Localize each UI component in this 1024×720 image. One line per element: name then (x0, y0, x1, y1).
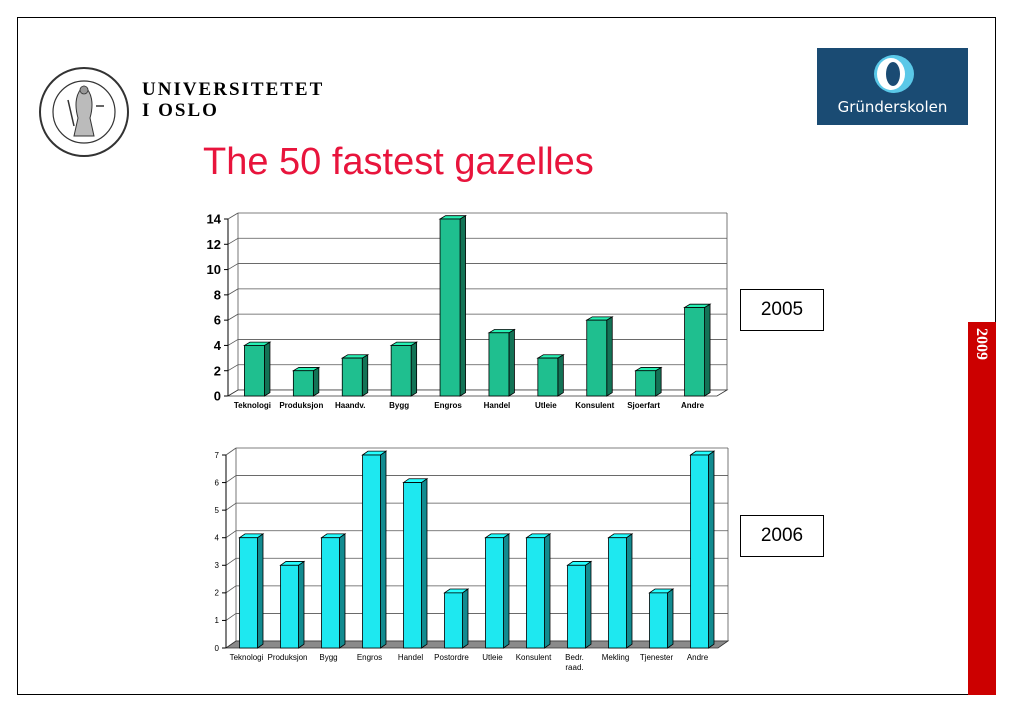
y-tick-label: 7 (215, 451, 220, 460)
gridline-side (225, 447, 237, 456)
x-tick-label: Mekling (602, 653, 630, 662)
chart-2005: 0 2 4 6 8 10 12 14 Teknologi Produksjon Haandv. Byg… (207, 212, 729, 410)
x-tick-label: Teknologi (234, 401, 271, 410)
gridline-side (225, 475, 237, 483)
x-tick-label: Utleie (482, 653, 503, 662)
x-tick-label: Engros (357, 653, 382, 662)
bar-handel (402, 477, 429, 649)
y-tick-label: 10 (207, 262, 221, 277)
y-tick-label: 3 (215, 561, 220, 570)
side-year-bar: 2009 (968, 322, 996, 695)
y-tick-label: 0 (215, 644, 220, 653)
x-tick-label: Andre (681, 401, 705, 410)
bar-handel (487, 328, 516, 397)
gridline-side (227, 212, 239, 220)
x-tick-label: Handel (484, 401, 511, 410)
grunderskolen-mark-icon (874, 55, 914, 93)
bar-sjoerfart (634, 366, 663, 397)
x-tick-label: Produksjon (279, 401, 323, 410)
x-tick-label: Haandv. (335, 401, 366, 410)
bar-teknologi (238, 533, 265, 649)
bar-bygg (320, 533, 347, 649)
page-title: The 50 fastest gazelles (203, 141, 594, 183)
x-tick-label: Produksjon (267, 653, 307, 662)
university-name-line1: UNIVERSITETET (142, 79, 325, 100)
x-tick-label: Bygg (389, 401, 409, 410)
y-tick-label: 6 (214, 313, 221, 328)
bar-tjenester (648, 588, 675, 649)
gridline-side (227, 364, 239, 372)
chart-floor (224, 640, 730, 649)
gridline-side (225, 530, 237, 539)
y-tick-label: 6 (215, 478, 220, 487)
year-label-2006: 2006 (740, 515, 824, 557)
gridline-side (225, 557, 237, 566)
grunderskolen-logo-text: Gründerskolen (837, 98, 948, 116)
university-seal-icon (39, 67, 129, 157)
x-tick-label: Postordre (434, 653, 469, 662)
y-tick-label: 12 (207, 237, 221, 252)
bar-bedr-raad (566, 560, 593, 649)
x-tick-label: Konsulent (575, 401, 614, 410)
bar-postordre (443, 588, 470, 649)
x-tick-label: Konsulent (516, 653, 552, 662)
university-name-line2: I OSLO (142, 100, 219, 121)
grunderskolen-logo: Gründerskolen (817, 48, 968, 125)
bar-mekling (607, 533, 634, 649)
x-tick-label: Andre (687, 653, 709, 662)
x-tick-label: Tjenester (640, 653, 674, 662)
university-name: UNIVERSITETET I OSLO (142, 79, 324, 121)
x-tick-label: Engros (434, 401, 462, 410)
bar-konsulent (525, 533, 552, 649)
year-label-2005: 2005 (740, 289, 824, 331)
bar-produksjon (279, 560, 306, 649)
side-year-label: 2009 (973, 328, 990, 360)
y-tick-label: 5 (215, 506, 220, 515)
bar-produksjon (291, 366, 321, 397)
bar-andre (689, 450, 716, 649)
y-tick-label: 8 (214, 287, 221, 302)
x-tick-label: Bedr. raad. (565, 653, 584, 672)
gridline-side (227, 237, 239, 245)
gridline-side (225, 585, 237, 594)
y-tick-label: 14 (207, 212, 222, 227)
y-tick-label: 1 (215, 616, 220, 625)
y-tick-label: 4 (214, 338, 222, 353)
bar-andre (683, 303, 712, 397)
gridline-side (225, 502, 237, 511)
bar-teknologi (243, 341, 272, 397)
y-tick-label: 4 (215, 534, 220, 543)
x-tick-label: Handel (398, 653, 424, 662)
bar-haandv (340, 354, 370, 397)
x-tick-label: Bygg (319, 653, 337, 662)
gridline-side (227, 288, 239, 296)
bar-utleie (484, 533, 511, 649)
bar-utleie (536, 354, 565, 397)
bar-konsulent (585, 316, 614, 397)
y-tick-label: 2 (215, 589, 220, 598)
gridline-side (225, 613, 237, 621)
x-tick-label: Teknologi (230, 653, 264, 662)
chart-2006: 0 1 2 3 4 5 6 7 Teknologi Produksjon Bygg Engros Han… (215, 447, 730, 672)
gridline-side (227, 339, 239, 346)
y-tick-label: 2 (214, 363, 221, 378)
y-tick-label: 0 (214, 389, 221, 404)
x-tick-label: Utleie (535, 401, 557, 410)
x-tick-label: Sjoerfart (627, 401, 660, 410)
bar-bygg (389, 341, 419, 397)
bar-engros (361, 450, 388, 649)
gridline-side (227, 263, 239, 270)
gridline-side (227, 313, 239, 321)
bar-engros (438, 214, 467, 397)
